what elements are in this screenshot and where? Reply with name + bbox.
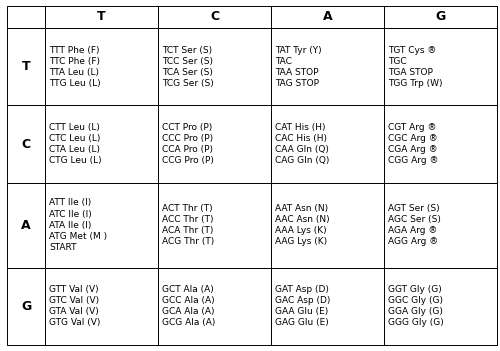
- Bar: [271, 268, 384, 345]
- Text: G: G: [436, 11, 446, 24]
- Text: ATT Ile (I)
ATC Ile (I)
ATA Ile (I)
ATG Met (M )
START: ATT Ile (I) ATC Ile (I) ATA Ile (I) ATG …: [49, 198, 107, 252]
- Text: GCT Ala (A)
GCC Ala (A)
GCA Ala (A)
GCG Ala (A): GCT Ala (A) GCC Ala (A) GCA Ala (A) GCG …: [162, 285, 216, 327]
- Bar: [45, 105, 158, 183]
- Bar: [7, 183, 45, 268]
- Text: GTT Val (V)
GTC Val (V)
GTA Val (V)
GTG Val (V): GTT Val (V) GTC Val (V) GTA Val (V) GTG …: [49, 285, 100, 327]
- Bar: [45, 268, 158, 345]
- Text: G: G: [21, 300, 31, 313]
- Bar: [271, 183, 384, 268]
- Bar: [45, 6, 158, 28]
- Text: AGT Ser (S)
AGC Ser (S)
AGA Arg ®
AGG Arg ®: AGT Ser (S) AGC Ser (S) AGA Arg ® AGG Ar…: [388, 204, 441, 246]
- Bar: [158, 183, 271, 268]
- Bar: [7, 268, 45, 345]
- Text: CGT Arg ®
CGC Arg ®
CGA Arg ®
CGG Arg ®: CGT Arg ® CGC Arg ® CGA Arg ® CGG Arg ®: [388, 123, 438, 165]
- Text: A: A: [21, 219, 31, 232]
- Bar: [45, 28, 158, 105]
- Bar: [384, 6, 497, 28]
- Bar: [7, 28, 45, 105]
- Text: T: T: [97, 11, 106, 24]
- Text: C: C: [22, 138, 30, 151]
- Text: GAT Asp (D)
GAC Asp (D)
GAA Glu (E)
GAG Glu (E): GAT Asp (D) GAC Asp (D) GAA Glu (E) GAG …: [275, 285, 330, 327]
- Text: TGT Cys ®
TGC
TGA STOP
TGG Trp (W): TGT Cys ® TGC TGA STOP TGG Trp (W): [388, 46, 442, 88]
- Text: T: T: [22, 60, 30, 73]
- Bar: [158, 268, 271, 345]
- Bar: [45, 183, 158, 268]
- Text: A: A: [322, 11, 332, 24]
- Text: C: C: [210, 11, 219, 24]
- Bar: [384, 28, 497, 105]
- Text: CAT His (H)
CAC His (H)
CAA Gln (Q)
CAG Gln (Q): CAT His (H) CAC His (H) CAA Gln (Q) CAG …: [275, 123, 330, 165]
- Bar: [158, 6, 271, 28]
- Bar: [271, 6, 384, 28]
- Text: ACT Thr (T)
ACC Thr (T)
ACA Thr (T)
ACG Thr (T): ACT Thr (T) ACC Thr (T) ACA Thr (T) ACG …: [162, 204, 214, 246]
- Text: CTT Leu (L)
CTC Leu (L)
CTA Leu (L)
CTG Leu (L): CTT Leu (L) CTC Leu (L) CTA Leu (L) CTG …: [49, 123, 102, 165]
- Bar: [384, 183, 497, 268]
- Bar: [384, 268, 497, 345]
- Bar: [7, 6, 45, 28]
- Bar: [158, 105, 271, 183]
- Text: CCT Pro (P)
CCC Pro (P)
CCA Pro (P)
CCG Pro (P): CCT Pro (P) CCC Pro (P) CCA Pro (P) CCG …: [162, 123, 214, 165]
- Bar: [271, 28, 384, 105]
- Bar: [271, 105, 384, 183]
- Text: AAT Asn (N)
AAC Asn (N)
AAA Lys (K)
AAG Lys (K): AAT Asn (N) AAC Asn (N) AAA Lys (K) AAG …: [275, 204, 330, 246]
- Text: TTT Phe (F)
TTC Phe (F)
TTA Leu (L)
TTG Leu (L): TTT Phe (F) TTC Phe (F) TTA Leu (L) TTG …: [49, 46, 100, 88]
- Bar: [158, 28, 271, 105]
- Text: TCT Ser (S)
TCC Ser (S)
TCA Ser (S)
TCG Ser (S): TCT Ser (S) TCC Ser (S) TCA Ser (S) TCG …: [162, 46, 214, 88]
- Bar: [384, 105, 497, 183]
- Text: GGT Gly (G)
GGC Gly (G)
GGA Gly (G)
GGG Gly (G): GGT Gly (G) GGC Gly (G) GGA Gly (G) GGG …: [388, 285, 444, 327]
- Text: TAT Tyr (Y)
TAC
TAA STOP
TAG STOP: TAT Tyr (Y) TAC TAA STOP TAG STOP: [275, 46, 322, 88]
- Bar: [7, 105, 45, 183]
